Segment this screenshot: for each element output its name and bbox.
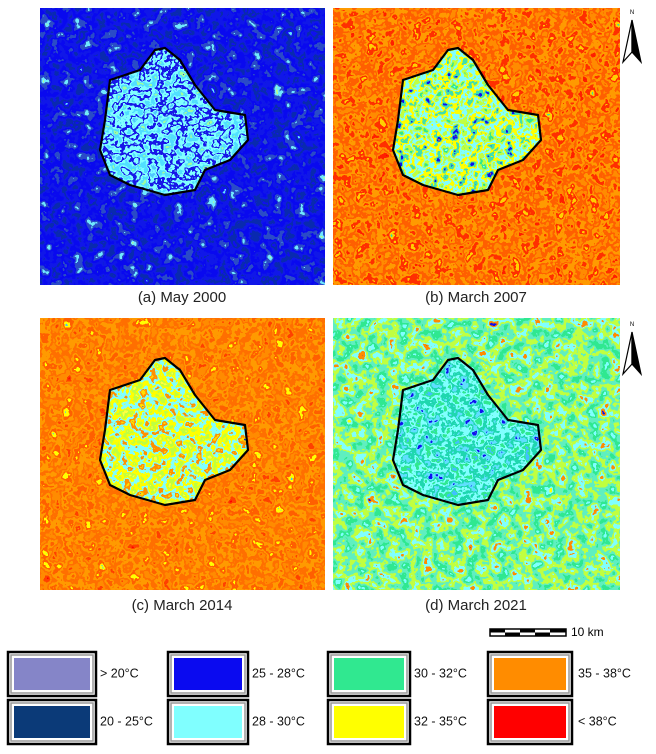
- north-arrow: N: [623, 322, 641, 374]
- map-panel: [333, 318, 620, 590]
- figure: N N 10 km > 20°C 20 - 25°C 25 - 28°C 28 - 3…: [0, 0, 656, 754]
- legend-swatch: [494, 706, 566, 738]
- panel-caption: (a) May 2000: [138, 289, 226, 306]
- legend-swatch: [334, 706, 404, 738]
- panel-caption: (d) March 2021: [425, 597, 527, 614]
- legend-swatch: [14, 658, 90, 690]
- legend-swatch: [174, 706, 242, 738]
- legend-label: > 20°C: [100, 666, 139, 680]
- panel-caption: (c) March 2014: [132, 597, 233, 614]
- map-panels: [40, 8, 620, 590]
- legend-label: 20 - 25°C: [100, 714, 153, 728]
- legend-label: 35 - 38°C: [578, 666, 631, 680]
- legend-label: 25 - 28°C: [252, 666, 305, 680]
- legend-label: < 38°C: [578, 714, 617, 728]
- north-label: N: [630, 322, 634, 328]
- legend-swatch: [494, 658, 566, 690]
- legend-swatch: [14, 706, 90, 738]
- scale-bar: 10 km: [490, 625, 604, 639]
- map-panel: [333, 8, 620, 285]
- legend-swatch: [334, 658, 404, 690]
- legend-label: 28 - 30°C: [252, 714, 305, 728]
- map-panel: [40, 318, 325, 590]
- map-panel: [40, 8, 325, 285]
- panel-caption: (b) March 2007: [425, 289, 527, 306]
- legend-label: 32 - 35°C: [414, 714, 467, 728]
- legend: > 20°C 20 - 25°C 25 - 28°C 28 - 30°C 30 - 32…: [8, 652, 631, 744]
- north-label: N: [630, 10, 634, 16]
- north-arrow: N: [623, 10, 641, 62]
- legend-swatch: [174, 658, 242, 690]
- legend-label: 30 - 32°C: [414, 666, 467, 680]
- scale-label: 10 km: [571, 625, 604, 639]
